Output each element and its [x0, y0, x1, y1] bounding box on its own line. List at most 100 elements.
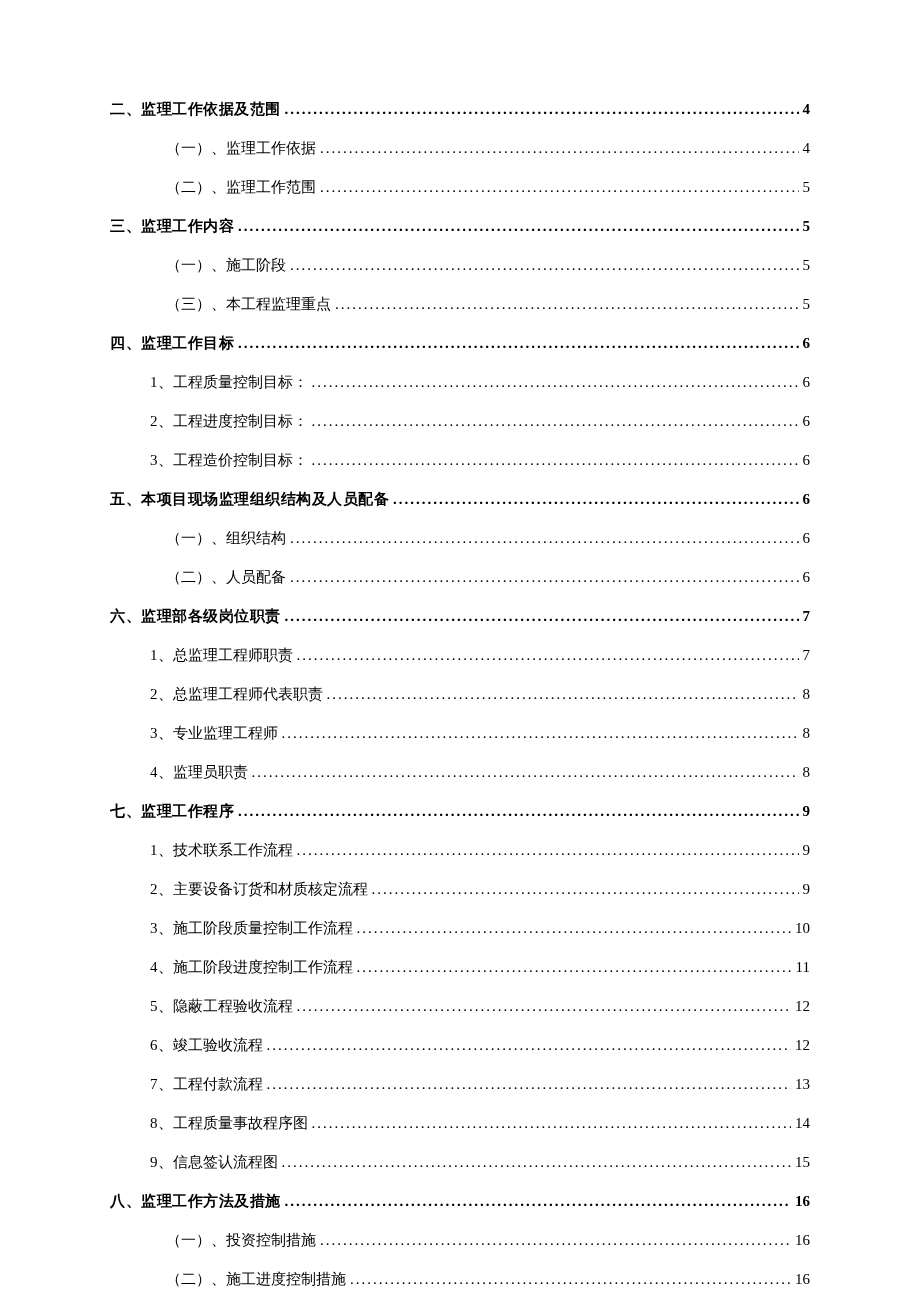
- toc-entry-30: （一）、投资控制措施 16: [110, 1221, 810, 1260]
- toc-entry-10: 3、工程造价控制目标： 6: [110, 441, 810, 480]
- toc-page: 6: [803, 558, 811, 597]
- toc-title: （一）、投资控制措施: [166, 1221, 316, 1260]
- toc-title: 2、工程进度控制目标：: [150, 402, 308, 441]
- toc-page: 6: [803, 480, 811, 519]
- toc-entry-27: 8、工程质量事故程序图 14: [110, 1104, 810, 1143]
- toc-leader: [312, 402, 799, 441]
- toc-title: 6、竣工验收流程: [150, 1026, 263, 1065]
- toc-page: 8: [803, 753, 811, 792]
- toc-leader: [285, 90, 799, 129]
- toc-entry-9: 2、工程进度控制目标： 6: [110, 402, 810, 441]
- toc-leader: [297, 636, 799, 675]
- toc-entry-24: 5、隐蔽工程验收流程 12: [110, 987, 810, 1026]
- toc-entry-15: 1、总监理工程师职责 7: [110, 636, 810, 675]
- toc-entry-28: 9、信息签认流程图 15: [110, 1143, 810, 1182]
- toc-leader: [312, 441, 799, 480]
- toc-title: 4、监理员职责: [150, 753, 248, 792]
- toc-leader: [335, 285, 799, 324]
- toc-entry-18: 4、监理员职责 8: [110, 753, 810, 792]
- toc-title: 八、监理工作方法及措施: [110, 1182, 281, 1221]
- toc-entry-2: （一）、监理工作依据 4: [110, 129, 810, 168]
- toc-leader: [357, 948, 792, 987]
- toc-leader: [238, 207, 799, 246]
- toc-entry-1: 二、监理工作依据及范围 4: [110, 90, 810, 129]
- toc-leader: [267, 1026, 792, 1065]
- toc-leader: [282, 1143, 792, 1182]
- toc-page: 5: [803, 207, 811, 246]
- toc-leader: [252, 753, 799, 792]
- toc-page: 4: [803, 90, 811, 129]
- toc-page: 13: [795, 1065, 810, 1104]
- toc-entry-23: 4、施工阶段进度控制工作流程 11: [110, 948, 810, 987]
- toc-entry-22: 3、施工阶段质量控制工作流程 10: [110, 909, 810, 948]
- toc-leader: [393, 480, 799, 519]
- toc-leader: [312, 1104, 792, 1143]
- toc-entry-12: （一）、组织结构 6: [110, 519, 810, 558]
- toc-title: （一）、监理工作依据: [166, 129, 316, 168]
- toc-page: 16: [795, 1182, 810, 1221]
- toc-entry-3: （二）、监理工作范围 5: [110, 168, 810, 207]
- toc-page: 8: [803, 675, 811, 714]
- toc-page: 8: [803, 714, 811, 753]
- toc-page: 6: [803, 441, 811, 480]
- toc-page: 6: [803, 363, 811, 402]
- toc-title: 五、本项目现场监理组织结构及人员配备: [110, 480, 389, 519]
- toc-title: 1、总监理工程师职责: [150, 636, 293, 675]
- toc-entry-31: （二）、施工进度控制措施 16: [110, 1260, 810, 1299]
- toc-title: 9、信息签认流程图: [150, 1143, 278, 1182]
- toc-leader: [312, 363, 799, 402]
- toc-leader: [267, 1065, 792, 1104]
- toc-title: 3、专业监理工程师: [150, 714, 278, 753]
- toc-title: 1、技术联系工作流程: [150, 831, 293, 870]
- toc-title: 8、工程质量事故程序图: [150, 1104, 308, 1143]
- toc-leader: [290, 246, 799, 285]
- toc-entry-13: （二）、人员配备 6: [110, 558, 810, 597]
- toc-entry-14: 六、监理部各级岗位职责 7: [110, 597, 810, 636]
- toc-page: 10: [795, 909, 810, 948]
- toc-title: 7、工程付款流程: [150, 1065, 263, 1104]
- toc-entry-21: 2、主要设备订货和材质核定流程 9: [110, 870, 810, 909]
- toc-title: 三、监理工作内容: [110, 207, 234, 246]
- toc-entry-7: 四、监理工作目标 6: [110, 324, 810, 363]
- toc-leader: [282, 714, 799, 753]
- toc-page: 9: [803, 792, 811, 831]
- toc-title: 5、隐蔽工程验收流程: [150, 987, 293, 1026]
- toc-leader: [320, 129, 799, 168]
- toc-entry-4: 三、监理工作内容 5: [110, 207, 810, 246]
- toc-leader: [238, 324, 799, 363]
- toc-page: 6: [803, 402, 811, 441]
- toc-leader: [238, 792, 799, 831]
- toc-page: 12: [795, 987, 810, 1026]
- toc-page: 15: [795, 1143, 810, 1182]
- toc-leader: [297, 987, 792, 1026]
- toc-page: 6: [803, 519, 811, 558]
- toc-entry-16: 2、总监理工程师代表职责 8: [110, 675, 810, 714]
- toc-page: 16: [795, 1221, 810, 1260]
- toc-container: 二、监理工作依据及范围 4 （一）、监理工作依据 4 （二）、监理工作范围 5 …: [110, 90, 810, 1301]
- toc-entry-19: 七、监理工作程序 9: [110, 792, 810, 831]
- toc-page: 12: [795, 1026, 810, 1065]
- toc-title: 2、总监理工程师代表职责: [150, 675, 323, 714]
- toc-entry-6: （三）、本工程监理重点 5: [110, 285, 810, 324]
- toc-title: 4、施工阶段进度控制工作流程: [150, 948, 353, 987]
- toc-leader: [320, 1221, 791, 1260]
- toc-page: 6: [803, 324, 811, 363]
- toc-page: 4: [803, 129, 811, 168]
- toc-leader: [372, 870, 799, 909]
- toc-page: 7: [803, 597, 811, 636]
- toc-page: 16: [795, 1260, 810, 1299]
- toc-page: 5: [803, 168, 811, 207]
- toc-page: 9: [803, 831, 811, 870]
- toc-page: 5: [803, 285, 811, 324]
- toc-entry-26: 7、工程付款流程 13: [110, 1065, 810, 1104]
- toc-page: 9: [803, 870, 811, 909]
- toc-title: 3、工程造价控制目标：: [150, 441, 308, 480]
- toc-entry-29: 八、监理工作方法及措施 16: [110, 1182, 810, 1221]
- toc-page: 5: [803, 246, 811, 285]
- toc-leader: [290, 519, 799, 558]
- toc-leader: [290, 558, 799, 597]
- toc-leader: [350, 1260, 791, 1299]
- toc-leader: [320, 168, 799, 207]
- toc-leader: [285, 1182, 792, 1221]
- toc-title: 1、工程质量控制目标：: [150, 363, 308, 402]
